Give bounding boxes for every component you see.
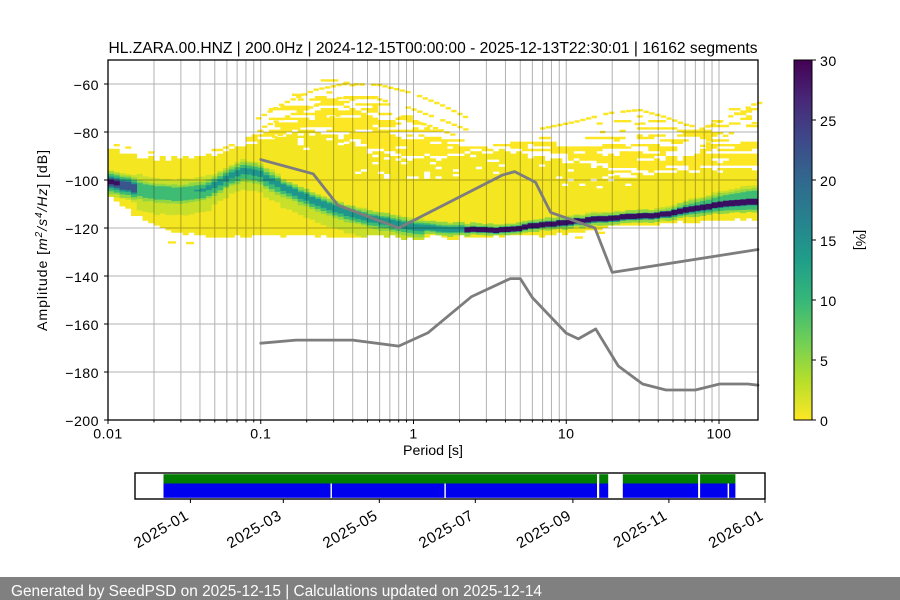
svg-text:−200: −200 bbox=[65, 414, 99, 430]
svg-text:1: 1 bbox=[409, 427, 417, 443]
svg-text:−80: −80 bbox=[74, 126, 99, 142]
svg-text:10: 10 bbox=[820, 294, 837, 310]
svg-text:15: 15 bbox=[820, 234, 837, 250]
svg-text:10: 10 bbox=[558, 427, 575, 443]
svg-text:0.01: 0.01 bbox=[93, 427, 122, 443]
svg-text:5: 5 bbox=[820, 354, 828, 370]
svg-text:Generated by SeedPSD on 2025-1: Generated by SeedPSD on 2025-12-15 | Cal… bbox=[11, 583, 542, 600]
svg-text:30: 30 bbox=[820, 54, 837, 70]
svg-text:25: 25 bbox=[820, 114, 837, 130]
svg-text:Amplitude [m2/s4/Hz] [dB]: Amplitude [m2/s4/Hz] [dB] bbox=[34, 149, 51, 331]
svg-text:−60: −60 bbox=[74, 78, 99, 94]
svg-text:Period [s]: Period [s] bbox=[403, 443, 463, 459]
svg-text:−180: −180 bbox=[65, 366, 99, 382]
svg-text:0.1: 0.1 bbox=[250, 427, 271, 443]
svg-text:[%]: [%] bbox=[852, 230, 868, 251]
svg-text:−160: −160 bbox=[65, 318, 99, 334]
svg-text:−120: −120 bbox=[65, 222, 99, 238]
svg-text:−100: −100 bbox=[65, 174, 99, 190]
svg-text:20: 20 bbox=[820, 174, 837, 190]
svg-text:0: 0 bbox=[820, 414, 828, 430]
svg-text:−140: −140 bbox=[65, 270, 99, 286]
svg-text:HL.ZARA.00.HNZ | 200.0Hz | 202: HL.ZARA.00.HNZ | 200.0Hz | 2024-12-15T00… bbox=[109, 40, 758, 57]
svg-text:100: 100 bbox=[706, 427, 731, 443]
